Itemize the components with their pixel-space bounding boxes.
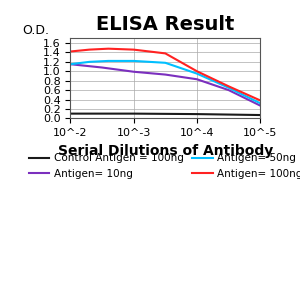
Legend: Control Antigen = 100ng, Antigen= 10ng, Antigen= 50ng, Antigen= 100ng: Control Antigen = 100ng, Antigen= 10ng, … [24, 149, 300, 183]
Antigen= 100ng [69, 50, 72, 53]
Antigen= 10ng [227, 88, 230, 92]
Control Antigen = 100ng [195, 112, 199, 116]
Control Antigen = 100ng [132, 112, 136, 116]
Antigen= 10ng [100, 66, 104, 69]
Antigen= 10ng [259, 104, 262, 107]
Line: Antigen= 10ng: Antigen= 10ng [70, 64, 260, 106]
Control Antigen = 100ng [259, 113, 262, 117]
Antigen= 10ng [132, 70, 136, 74]
Antigen= 100ng [164, 52, 167, 55]
Antigen= 10ng [69, 62, 72, 66]
Antigen= 50ng [195, 72, 199, 75]
Title: ELISA Result: ELISA Result [96, 15, 235, 34]
Antigen= 100ng [195, 70, 199, 73]
Antigen= 100ng [88, 48, 91, 51]
Antigen= 100ng [259, 99, 262, 102]
Line: Control Antigen = 100ng: Control Antigen = 100ng [70, 114, 260, 115]
Antigen= 100ng [132, 48, 136, 51]
Antigen= 50ng [88, 60, 91, 64]
Antigen= 10ng [195, 77, 199, 81]
Antigen= 50ng [164, 61, 167, 64]
Antigen= 50ng [69, 62, 72, 66]
Line: Antigen= 100ng: Antigen= 100ng [70, 49, 260, 100]
Antigen= 50ng [227, 86, 230, 89]
X-axis label: Serial Dilutions of Antibody: Serial Dilutions of Antibody [58, 144, 273, 158]
Antigen= 50ng [259, 101, 262, 105]
Line: Antigen= 50ng: Antigen= 50ng [70, 61, 260, 103]
Antigen= 10ng [164, 73, 167, 76]
Y-axis label: O.D.: O.D. [23, 24, 50, 37]
Antigen= 50ng [106, 59, 110, 63]
Antigen= 100ng [227, 85, 230, 88]
Control Antigen = 100ng [69, 112, 72, 116]
Antigen= 50ng [132, 59, 136, 63]
Antigen= 100ng [106, 47, 110, 50]
